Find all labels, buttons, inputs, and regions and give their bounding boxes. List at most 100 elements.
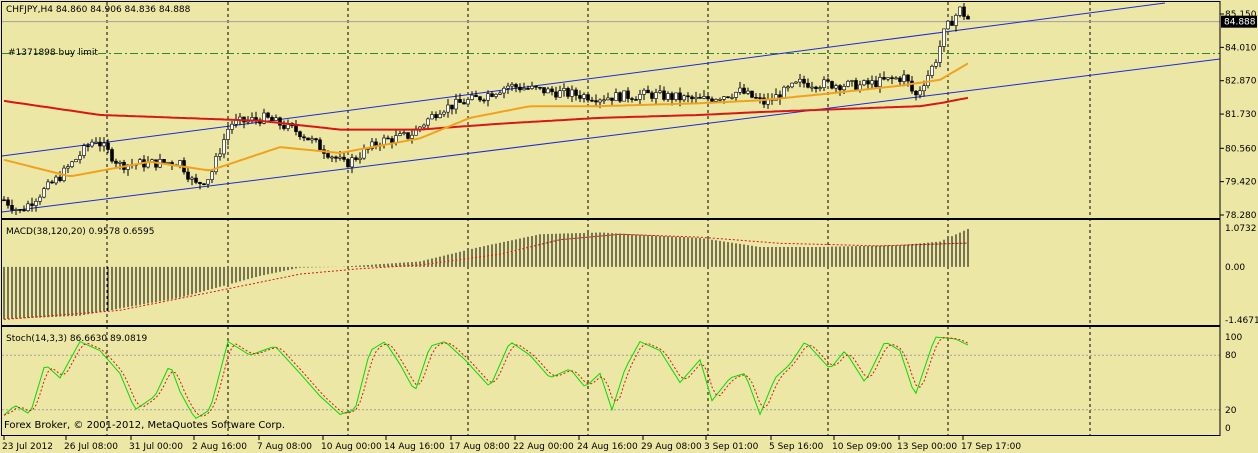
candle-body [386, 137, 390, 140]
moving-average-fast [3, 62, 969, 178]
candle-body [478, 96, 482, 101]
candle-body [782, 86, 786, 99]
candle-body [502, 87, 506, 94]
candle-body [278, 117, 282, 126]
candle-body [574, 89, 578, 96]
candle-body [410, 134, 414, 139]
candle-body [758, 97, 762, 99]
candle-body [210, 171, 214, 180]
time-label: 17 Sep 17:00 [961, 442, 1021, 452]
candle-body [106, 142, 110, 150]
candle-body [626, 90, 630, 99]
time-label: 22 Aug 00:00 [513, 442, 574, 452]
candle-body [434, 114, 438, 119]
candle-body [110, 149, 114, 162]
candle-body [866, 80, 870, 85]
candle-body [598, 99, 602, 103]
candle-body [922, 85, 926, 92]
candle-body [882, 77, 886, 80]
current-price-text: 84.888 [1224, 18, 1256, 28]
candle-body [678, 92, 682, 101]
candle-body [898, 77, 902, 82]
stoch-main-line [3, 336, 969, 419]
candle-body [942, 28, 946, 47]
candle-body [530, 85, 534, 89]
candle-body [458, 99, 462, 103]
macd-signal-line [3, 233, 969, 320]
candle-body [794, 81, 798, 84]
time-label: 14 Aug 16:00 [384, 442, 445, 452]
candle-body [654, 92, 658, 99]
candle-body [98, 141, 102, 147]
candle-body [462, 102, 466, 105]
candle-body [206, 179, 210, 185]
stoch-scale-label: 80 [1225, 351, 1237, 361]
candle-body [946, 20, 950, 30]
candle-body [2, 199, 6, 202]
candle-body [586, 94, 590, 101]
candle-body [798, 78, 802, 83]
candle-body [370, 141, 374, 149]
price-panel[interactable] [1, 2, 1221, 215]
candle-body [230, 123, 234, 130]
price-label: 78.280 [1225, 211, 1257, 221]
candle-body [30, 203, 34, 206]
candle-body [474, 94, 478, 97]
candle-body [266, 112, 270, 118]
candle-body [914, 90, 918, 96]
candle-body [846, 80, 850, 87]
candle-body [554, 91, 558, 98]
macd-panel[interactable] [3, 229, 969, 320]
candle-body [726, 96, 730, 98]
price-label: 84.010 [1225, 43, 1257, 53]
stochastic-panel[interactable] [2, 336, 1220, 419]
candle-body [346, 159, 350, 168]
candle-body [226, 129, 230, 140]
candle-body [822, 79, 826, 88]
candle-body [614, 92, 618, 101]
candle-body [550, 88, 554, 93]
candle-body [494, 94, 498, 97]
candle-body [78, 155, 82, 160]
candle-body [662, 90, 666, 100]
candle-body [762, 97, 766, 105]
candle-body [86, 145, 90, 147]
candle-body [746, 90, 750, 94]
candle-body [902, 74, 906, 82]
candle-body [334, 156, 338, 159]
price-label: 85.150 [1225, 10, 1257, 20]
candle-body [862, 80, 866, 86]
candle-body [802, 78, 806, 84]
candle-body [810, 86, 814, 89]
time-label: 10 Aug 00:00 [321, 442, 382, 452]
candle-body [538, 86, 542, 89]
candle-body [622, 90, 626, 102]
copyright-text: Forex Broker, © 2001-2012, MetaQuotes So… [4, 420, 286, 431]
candle-body [842, 86, 846, 91]
candle-body [90, 141, 94, 147]
candle-body [682, 95, 686, 101]
candle-body [594, 100, 598, 103]
candle-body [46, 181, 50, 189]
candle-body [602, 99, 606, 102]
stoch-signal-line [3, 336, 969, 417]
candle-body [738, 87, 742, 93]
candle-body [954, 15, 958, 26]
time-label: 10 Sep 09:00 [832, 442, 892, 452]
candle-body [318, 139, 322, 150]
candle-body [354, 157, 358, 160]
candle-body [834, 85, 838, 89]
candle-body [618, 92, 622, 102]
candle-body [754, 97, 758, 99]
channel-lower-line [1, 58, 1221, 213]
candle-body [430, 114, 434, 120]
candle-body [514, 84, 518, 88]
moving-average-slow [3, 96, 969, 131]
candle-body [302, 136, 306, 139]
candle-body [186, 171, 190, 180]
candle-body [634, 99, 638, 101]
candle-body [878, 77, 882, 87]
macd-scale-label: 1.0732 [1225, 224, 1257, 234]
